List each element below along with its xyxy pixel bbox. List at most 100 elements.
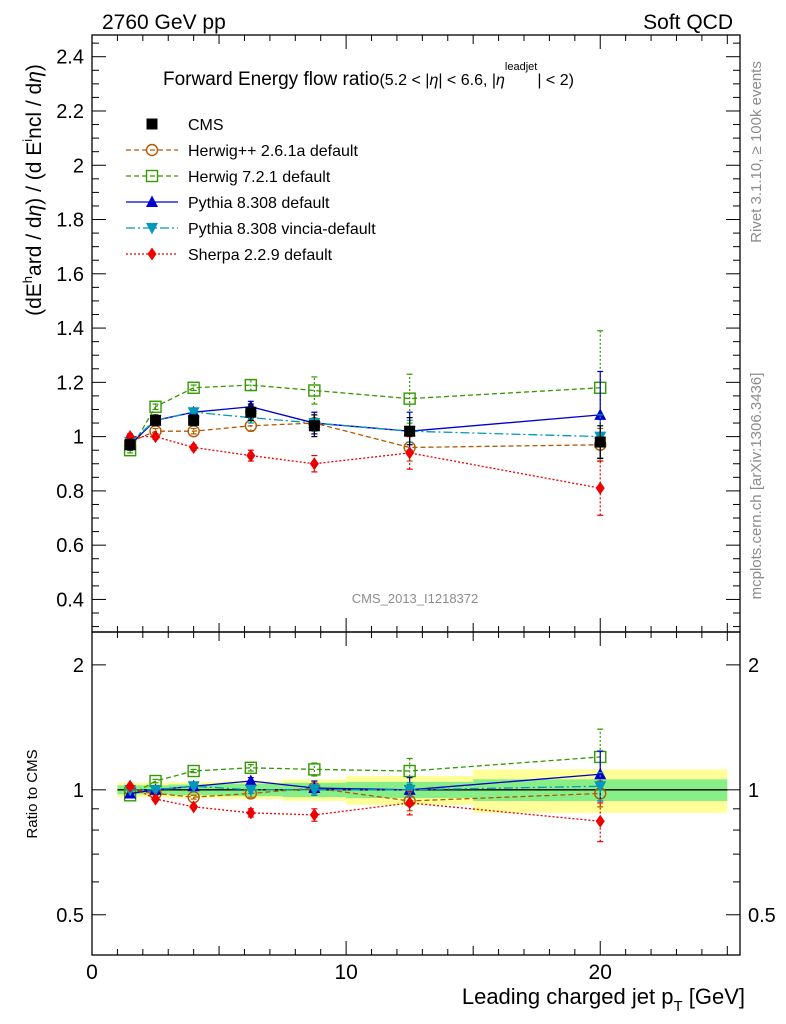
y-tick-label-right: 2: [748, 655, 759, 677]
data-point-sherpa: [405, 446, 415, 460]
y-tick-label: 0.4: [56, 589, 84, 611]
y-tick-label: 0.5: [56, 905, 84, 927]
ratio-point-vincia: [308, 784, 321, 797]
series-sherpa: [125, 430, 605, 516]
ratio-point-sherpa: [405, 796, 415, 810]
y-tick-label: 1: [73, 427, 84, 449]
legend-label: Herwig 7.2.1 default: [188, 169, 331, 186]
plot-title-eta1: η: [429, 72, 438, 89]
y-tick-label: 1.8: [56, 210, 84, 232]
ratio-series-herwig7: [123, 728, 607, 802]
legend-item-pythia: Pythia 8.308 default: [126, 195, 330, 212]
ratio-ylabel: Ratio to CMS: [24, 749, 41, 838]
data-point-sherpa: [189, 440, 199, 454]
series-line-herwig7: [129, 384, 601, 451]
y-tick-label: 0.8: [56, 481, 84, 503]
data-point-herwig7: [403, 392, 416, 405]
y-tick-label: 0.6: [56, 535, 84, 557]
data-point-herwig7: [308, 384, 321, 397]
data-point-cms: [150, 414, 162, 426]
y-tick-label: 1.6: [56, 264, 84, 286]
ratio-point-herwig7: [187, 764, 200, 778]
ratio-series-sherpa: [125, 779, 605, 843]
ratio-point-vincia: [403, 784, 416, 797]
y-tick-label: 2.2: [56, 101, 84, 123]
data-point-sherpa: [246, 449, 256, 463]
series-line-pythia: [129, 406, 601, 446]
x-axis-label: Leading charged jet pT [GeV]: [462, 984, 745, 1015]
legend-marker-sherpa: [147, 247, 157, 261]
data-point-sherpa: [595, 481, 605, 495]
plot-title-eta2: η: [496, 72, 505, 89]
legend-label: Pythia 8.308 default: [188, 195, 330, 212]
legend-item-herwig7: Herwig 7.2.1 default: [126, 169, 331, 186]
plot-title-cut-c: | < 2): [537, 72, 574, 89]
analysis-id: CMS_2013_I1218372: [352, 591, 479, 606]
ratio-point-sherpa: [151, 792, 161, 806]
plot-title-cut-b: | < 6.6, |: [438, 72, 496, 89]
ratio-panel: 0.5 0.51 12 20 10 20: [56, 631, 776, 984]
plot-title-sup: leadjet: [505, 61, 537, 73]
ratio-point-vincia: [594, 781, 607, 793]
data-point-cms: [245, 406, 257, 418]
data-point-herwig7: [149, 400, 162, 413]
ratio-series-vincia: [124, 772, 607, 802]
legend-label: Sherpa 2.2.9 default: [188, 247, 333, 264]
ratio-point-sherpa: [189, 800, 199, 814]
ratio-point-pythia: [244, 774, 257, 787]
y-tick-label-right: 1: [748, 780, 759, 802]
legend-item-sherpa: Sherpa 2.2.9 default: [126, 247, 333, 264]
legend-label: Pythia 8.308 vincia-default: [188, 221, 376, 238]
main-ylabel: (dEhard / dη) / (d Eincl / dη): [20, 64, 46, 316]
y-tick-label-right: 0.5: [748, 905, 776, 927]
data-point-vincia: [187, 407, 200, 419]
x-tick-label: 0: [86, 961, 98, 984]
y-tick-label: 1.2: [56, 372, 84, 394]
y-tick-label: 1: [73, 780, 84, 802]
ratio-point-sherpa: [125, 779, 135, 793]
legend-marker-herwigpp: [145, 143, 159, 157]
legend-item-herwigpp: Herwig++ 2.6.1a default: [126, 143, 358, 160]
ratio-point-herwig7: [403, 764, 416, 778]
x-tick-label: 20: [589, 961, 612, 984]
legend: CMS Herwig++ 2.6.1a default Herwig 7.2.1 d…: [126, 117, 376, 264]
series-line-herwigpp: [129, 422, 601, 449]
ratio-point-pythia: [594, 767, 607, 780]
y-tick-label: 2: [73, 655, 84, 677]
legend-label: Herwig++ 2.6.1a default: [188, 143, 358, 160]
ratio-point-vincia: [149, 784, 162, 797]
ratio-frame: [91, 631, 741, 956]
legend-label: CMS: [188, 117, 224, 134]
legend-item-vincia: Pythia 8.308 vincia-default: [126, 221, 376, 238]
data-point-herwig7: [187, 381, 200, 394]
ratio-point-sherpa: [246, 806, 256, 820]
process-label: Soft QCD: [643, 11, 733, 34]
x-tick-label: 10: [334, 961, 357, 984]
ratio-point-herwig7: [308, 763, 321, 776]
data-point-cms: [308, 420, 320, 432]
legend-marker-herwig7: [145, 169, 159, 183]
ratio-point-vincia: [244, 784, 257, 797]
data-point-cms: [594, 436, 606, 448]
plot-title: Forward Energy flow ratio(5.2 < |η| < 6.…: [163, 61, 574, 90]
plot-title-cut-a: (5.2 < |: [379, 72, 429, 89]
series-line-vincia: [129, 411, 601, 443]
data-point-herwig7: [244, 378, 258, 392]
y-tick-label: 2: [73, 155, 84, 177]
beam-label: 2760 GeV pp: [102, 11, 226, 34]
ratio-point-vincia: [187, 781, 200, 793]
data-point-pythia: [594, 408, 607, 420]
legend-marker-vincia: [146, 223, 158, 235]
data-point-sherpa: [309, 457, 319, 471]
data-point-cms: [404, 425, 416, 437]
ratio-point-sherpa: [595, 814, 605, 828]
main-panel: 0.4 0.6 0.8 1 1.2 1.4 1.6 1.8 2 2.2 2.4 CMS Herwig++…: [56, 34, 741, 633]
y-tick-label: 2.4: [56, 47, 84, 69]
series-herwig7: [123, 330, 607, 457]
legend-marker-pythia: [146, 195, 158, 207]
mcplots-label: mcplots.cern.ch [arXiv:1306.3436]: [748, 373, 765, 600]
data-point-sherpa: [151, 430, 161, 444]
y-tick-label: 1.4: [56, 318, 84, 340]
series-line-sherpa: [130, 435, 601, 489]
